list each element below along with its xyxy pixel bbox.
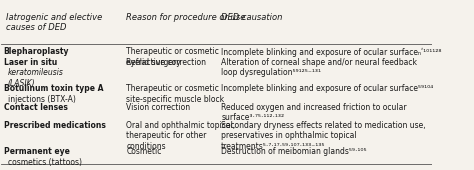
Text: Incomplete blinking and exposure of ocular surfaceₙʹ¹⁰¹¹²⁸: Incomplete blinking and exposure of ocul…: [221, 47, 441, 57]
Text: Botulinum toxin type A: Botulinum toxin type A: [3, 84, 103, 93]
Text: DED causation: DED causation: [221, 13, 283, 22]
Text: keratomileusis
(LASIK): keratomileusis (LASIK): [8, 69, 64, 88]
Text: Cosmetic: Cosmetic: [127, 147, 162, 156]
Text: Refractive correction: Refractive correction: [127, 58, 206, 67]
Text: Laser in situ: Laser in situ: [3, 58, 57, 67]
Text: Iatrogenic and elective
causes of DED: Iatrogenic and elective causes of DED: [6, 13, 102, 32]
Text: Blepharoplasty: Blepharoplasty: [3, 47, 69, 56]
Text: Secondary dryness effects related to medication use,
preservatives in ophthalmic: Secondary dryness effects related to med…: [221, 121, 426, 151]
Text: Therapeutic or cosmetic
site-specific muscle block: Therapeutic or cosmetic site-specific mu…: [127, 84, 225, 104]
Text: Therapeutic or cosmetic
eyelid surgery: Therapeutic or cosmetic eyelid surgery: [127, 47, 219, 67]
Text: injections (BTX-A): injections (BTX-A): [8, 95, 76, 104]
Text: Permanent eye: Permanent eye: [3, 147, 69, 156]
Text: Reduced oxygen and increased friction to ocular
surface³·⁷⁵·¹¹²·¹³²: Reduced oxygen and increased friction to…: [221, 103, 407, 122]
Text: Alteration of corneal shape and/or neural feedback
loop dysregulation⁵⁹¹²⁵⁻¹³¹: Alteration of corneal shape and/or neura…: [221, 58, 417, 77]
Text: Oral and ophthalmic topical,
therapeutic for other
conditions: Oral and ophthalmic topical, therapeutic…: [127, 121, 236, 151]
Text: Incomplete blinking and exposure of ocular surface⁵⁹¹⁰⁴: Incomplete blinking and exposure of ocul…: [221, 84, 433, 93]
Text: Vision correction: Vision correction: [127, 103, 191, 112]
Text: Contact lenses: Contact lenses: [3, 103, 67, 112]
Text: Destruction of meibomian glands⁵⁹·¹⁰⁵: Destruction of meibomian glands⁵⁹·¹⁰⁵: [221, 147, 367, 156]
Text: cosmetics (tattoos): cosmetics (tattoos): [8, 158, 82, 167]
Text: Prescribed medications: Prescribed medications: [3, 121, 105, 130]
Text: Reason for procedure or use: Reason for procedure or use: [127, 13, 246, 22]
